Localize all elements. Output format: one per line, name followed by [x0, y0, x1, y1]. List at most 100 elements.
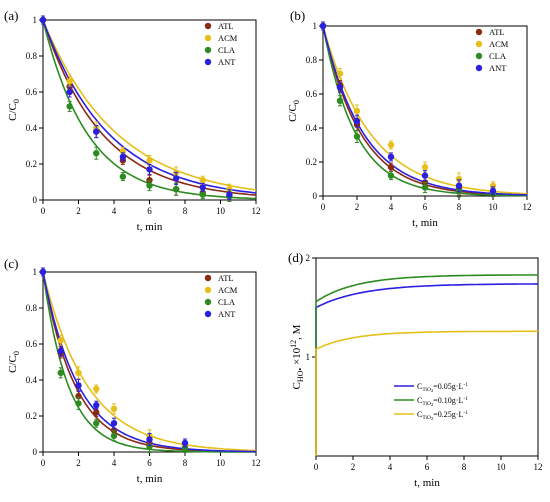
legend-label-ant: ANT	[218, 57, 236, 67]
data-point-acm	[421, 163, 429, 171]
data-point-acm	[353, 107, 361, 115]
y-tick-label: 0	[33, 195, 38, 205]
data-point-ant	[336, 84, 344, 91]
legend-label-cla: CLA	[218, 297, 236, 307]
data-point-ant	[93, 128, 100, 135]
x-tick-label: 0	[321, 202, 326, 212]
data-point-ant	[119, 153, 127, 160]
x-tick-label: 2	[351, 462, 356, 472]
data-point-acm	[66, 78, 73, 85]
data-point-acm	[146, 157, 153, 164]
data-point-ant	[489, 187, 497, 195]
data-point-ant	[146, 436, 153, 443]
x-tick-label: 6	[425, 462, 430, 472]
data-point-cla	[57, 369, 64, 376]
legend-label-main: C	[417, 410, 422, 419]
data-point-ant	[421, 172, 429, 179]
legend-label-main: C	[417, 396, 422, 405]
x-tick-label: 6	[423, 202, 428, 212]
x-tick-label: 8	[462, 462, 467, 472]
y-tick-label: 0	[313, 191, 318, 201]
x-tick-label: 4	[112, 458, 117, 468]
data-point-cla	[421, 184, 429, 191]
legend-marker-cla	[475, 52, 483, 60]
y-tick-label: 1	[33, 267, 38, 277]
panel-label: (d)	[288, 250, 303, 265]
x-axis-title: t, min	[137, 221, 163, 233]
data-point-cla	[172, 186, 180, 193]
legend-label-sub: TiO	[422, 387, 431, 393]
data-point-atl	[387, 163, 395, 171]
legend-marker-atl	[204, 22, 212, 30]
y-tick-label: 2	[306, 253, 311, 263]
legend-label-acm: ACM	[218, 33, 238, 43]
data-point-cla	[336, 97, 344, 105]
data-point-cla	[353, 133, 361, 140]
data-point-acm	[57, 337, 64, 344]
x-tick-label: 10	[216, 458, 226, 468]
y-axis-title-main: C/C	[7, 103, 19, 121]
legend-marker-ant	[204, 310, 212, 318]
x-tick-label: 8	[457, 202, 462, 212]
data-point-acm	[93, 385, 100, 393]
y-tick-label: 0.8	[26, 303, 38, 313]
x-tick-label: 8	[183, 458, 188, 468]
x-axis-title: t, min	[137, 473, 163, 485]
x-tick-label: 12	[523, 202, 532, 212]
x-tick-label: 6	[147, 458, 152, 468]
legend-label-sub2: 2	[431, 416, 433, 421]
legend-label-main: C	[417, 382, 422, 391]
y-tick-label: 0.6	[26, 339, 38, 349]
data-point-ant	[39, 268, 47, 276]
legend-label-sub: TiO	[422, 401, 431, 407]
legend-label-atl: ATL	[218, 21, 234, 31]
data-point-acm	[455, 175, 463, 183]
legend-label-1: CTiO2=0.05g·L-1	[417, 382, 468, 393]
y-axis-title-main: C/C	[7, 355, 19, 373]
x-tick-label: 4	[388, 462, 393, 472]
y-axis-title-main: C	[291, 382, 303, 389]
y-tick-label: 1	[33, 15, 38, 25]
legend-label-sub: TiO	[422, 415, 431, 421]
y-tick-label: 1	[313, 21, 318, 31]
legend-label-value: =0.05g·L	[433, 382, 463, 391]
y-tick-label: 0.8	[26, 51, 38, 61]
series-line-2	[315, 274, 539, 456]
legend-label-sup: -1	[463, 396, 468, 402]
legend-label-ant: ANT	[489, 63, 507, 73]
y-axis-title-sub: HO•	[296, 368, 305, 383]
y-axis-title: C/C0	[7, 99, 21, 121]
data-point-cla	[119, 173, 127, 180]
legend-marker-acm	[204, 34, 212, 42]
legend-label-sub2: 2	[431, 402, 433, 407]
data-point-ant	[57, 348, 64, 355]
y-tick-label: 0.2	[26, 159, 37, 169]
legend-label-acm: ACM	[489, 39, 509, 49]
x-tick-label: 10	[497, 462, 507, 472]
x-tick-label: 6	[147, 206, 152, 216]
legend-label-atl: ATL	[218, 273, 234, 283]
data-point-ant	[226, 191, 233, 198]
x-axis-title: t, min	[414, 477, 440, 489]
panel-label: (b)	[290, 8, 305, 23]
legend-label-sup: -1	[463, 410, 468, 416]
data-point-ant	[387, 153, 395, 161]
data-point-atl	[93, 409, 100, 416]
series-line-3	[315, 330, 538, 456]
y-tick-label: 0	[33, 447, 38, 457]
x-tick-label: 2	[76, 458, 81, 468]
data-point-cla	[66, 103, 73, 110]
data-point-cla	[387, 172, 395, 179]
x-tick-label: 10	[216, 206, 226, 216]
data-point-ant	[39, 16, 47, 24]
y-axis-title-sub: 0	[12, 99, 21, 103]
data-point-ant	[199, 184, 206, 191]
x-tick-label: 0	[41, 458, 46, 468]
x-tick-label: 2	[355, 202, 360, 212]
data-point-cla	[75, 400, 82, 407]
data-point-ant	[75, 382, 82, 389]
